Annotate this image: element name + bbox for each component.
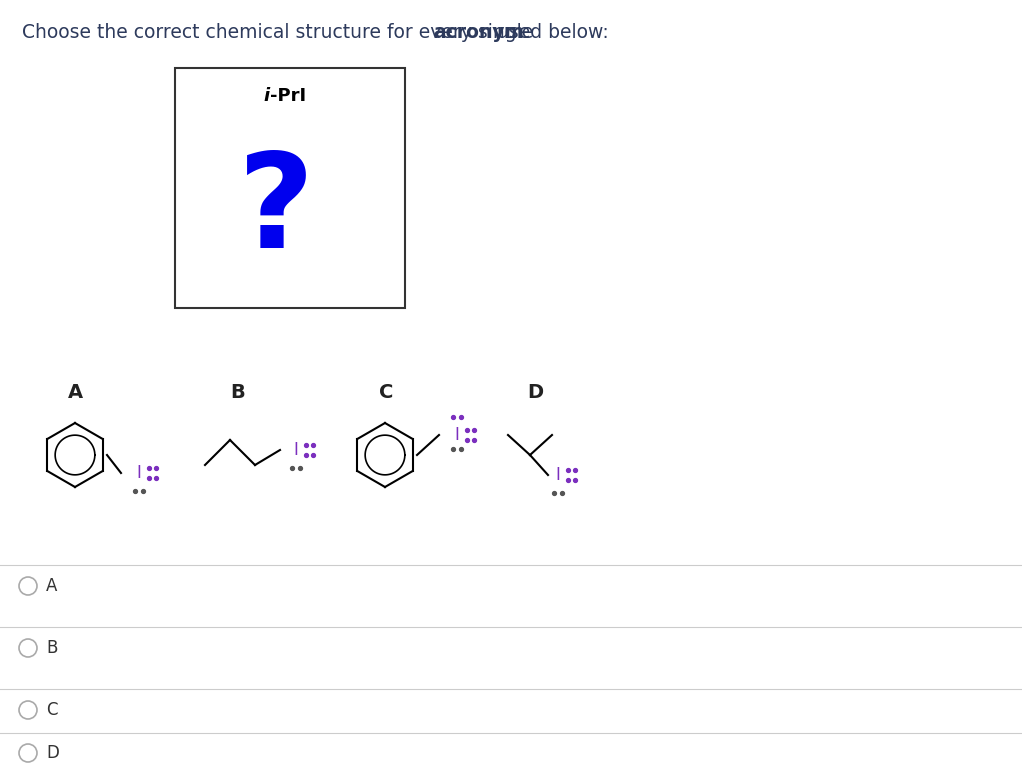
Text: -PrI: -PrI bbox=[270, 87, 306, 105]
Text: i: i bbox=[264, 87, 270, 105]
Text: I: I bbox=[455, 426, 460, 444]
Bar bbox=[175, 68, 405, 308]
Text: ?: ? bbox=[238, 149, 315, 275]
Text: B: B bbox=[46, 639, 57, 657]
Text: I: I bbox=[556, 466, 560, 484]
Text: Choose the correct chemical structure for every single: Choose the correct chemical structure fo… bbox=[22, 23, 540, 41]
Text: A: A bbox=[67, 382, 83, 401]
Text: C: C bbox=[46, 701, 57, 719]
Text: I: I bbox=[293, 441, 298, 459]
Text: used below:: used below: bbox=[491, 23, 608, 41]
Text: acronym: acronym bbox=[433, 23, 524, 41]
Text: D: D bbox=[527, 382, 543, 401]
Text: B: B bbox=[231, 382, 245, 401]
Text: C: C bbox=[379, 382, 393, 401]
Text: D: D bbox=[46, 744, 59, 762]
Text: A: A bbox=[46, 577, 57, 595]
Text: I: I bbox=[137, 464, 141, 482]
